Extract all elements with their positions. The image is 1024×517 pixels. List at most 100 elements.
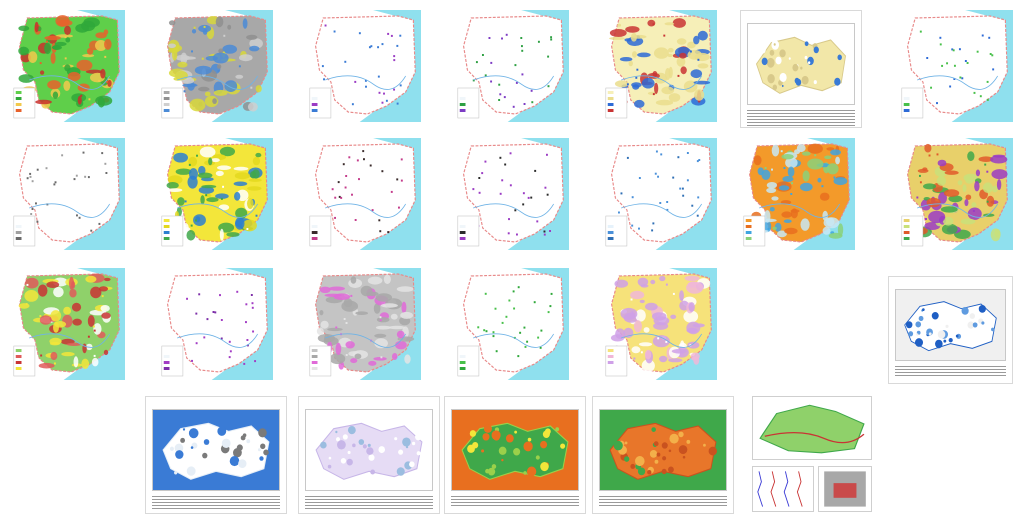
map-thumbnail-yellow-blue-landcover[interactable]	[158, 138, 273, 250]
map-thumbnail-blue-outline[interactable]	[602, 138, 717, 250]
mini-thumbnail-green-map[interactable]	[752, 396, 872, 460]
report-map-patch	[916, 333, 919, 336]
map-point	[791, 182, 793, 185]
map-patch	[101, 312, 111, 319]
map-point	[672, 292, 675, 295]
map-point	[936, 153, 939, 156]
map-patch	[772, 226, 777, 230]
map-patch	[644, 349, 652, 360]
report-thumbnail-outline-lines[interactable]	[145, 396, 287, 514]
map-thumbnail-sparse-points-purple[interactable]	[306, 10, 421, 122]
report-map-patch	[807, 56, 814, 66]
region-map	[743, 138, 855, 250]
report-map-patch	[169, 446, 174, 451]
report-map-patch	[411, 441, 416, 446]
map-point	[972, 210, 975, 212]
map-thumbnail-green-outline-points[interactable]	[454, 268, 569, 380]
map-point	[229, 350, 232, 353]
photo-sample-mark	[833, 483, 857, 498]
report-map-patch	[678, 445, 688, 455]
map-patch	[824, 155, 832, 160]
report-map-patch	[523, 471, 527, 475]
map-thumbnail-yellow-pink-zones[interactable]	[602, 268, 717, 380]
map-thumbnail-gray-admin[interactable]	[158, 10, 273, 122]
legend-swatch	[459, 109, 466, 112]
map-point	[677, 156, 680, 159]
report-map-patch	[327, 464, 332, 469]
legend-swatch	[163, 355, 170, 358]
map-point	[531, 101, 534, 104]
map-point	[73, 178, 76, 181]
river-line	[621, 75, 702, 90]
map-patch	[250, 171, 256, 179]
report-map-patch	[514, 430, 518, 434]
map-patch	[687, 341, 700, 349]
map-thumbnail-sparse-points-gray[interactable]	[10, 138, 125, 250]
report-map-patch	[935, 341, 943, 349]
map-thumbnail-hillshade-gray[interactable]	[306, 268, 421, 380]
map-thumbnail-purple-points[interactable]	[158, 268, 273, 380]
map-patch	[960, 218, 976, 225]
map-patch	[238, 54, 253, 62]
map-point	[652, 222, 655, 225]
legend-swatch	[163, 367, 170, 370]
report-map-patch	[370, 469, 376, 475]
map-patch	[373, 357, 387, 361]
caption-line	[305, 496, 433, 497]
report-thumbnail-lavender-lake[interactable]	[298, 396, 440, 514]
map-patch	[25, 277, 39, 289]
report-map-patch	[651, 427, 656, 432]
map-patch	[686, 281, 704, 294]
map-point	[351, 103, 354, 106]
map-point	[501, 321, 504, 324]
map-thumbnail-green-red-mosaic[interactable]	[10, 268, 125, 380]
mini-thumbnail-photo-sample[interactable]	[818, 466, 872, 512]
map-point	[949, 85, 952, 88]
report-map-patch	[396, 467, 405, 476]
map-thumbnail-green-red-relief[interactable]	[10, 10, 125, 122]
map-point	[223, 34, 226, 37]
map-patch	[95, 32, 107, 39]
map-patch	[784, 227, 798, 235]
map-point	[228, 356, 231, 359]
report-map	[152, 409, 280, 491]
report-thumbnail-green-yellow-suitability[interactable]	[444, 396, 586, 514]
map-point	[503, 96, 506, 99]
sea-area	[507, 10, 569, 122]
map-point	[517, 286, 520, 289]
mini-thumbnail-profile-charts[interactable]	[752, 466, 814, 512]
report-thumbnail-blue-patches[interactable]	[888, 276, 1013, 384]
report-map-patch	[766, 57, 775, 68]
map-point	[660, 153, 663, 156]
map-point	[26, 283, 29, 286]
region-map	[457, 138, 569, 250]
legend-swatch	[163, 237, 170, 240]
map-point	[206, 318, 209, 321]
report-thumbnail-corridor-yellow[interactable]	[740, 10, 862, 128]
map-point	[689, 50, 692, 53]
map-thumbnail-soil-mosaic[interactable]	[898, 138, 1013, 250]
map-point	[485, 330, 488, 333]
map-thumbnail-dark-points-a[interactable]	[306, 138, 421, 250]
report-map-patch	[969, 313, 976, 319]
map-point	[194, 219, 197, 222]
legend-swatch	[163, 219, 170, 222]
map-patch	[177, 197, 185, 206]
profile-line	[796, 471, 803, 507]
map-point	[390, 34, 393, 37]
map-patch	[85, 69, 103, 74]
report-map-patch	[352, 443, 356, 448]
map-thumbnail-dark-points-b[interactable]	[454, 138, 569, 250]
map-thumbnail-orange-blue-zones[interactable]	[740, 138, 855, 250]
map-point	[334, 216, 336, 219]
map-point	[652, 93, 655, 96]
report-map-patch	[775, 56, 782, 65]
map-point	[530, 89, 533, 92]
map-point	[245, 303, 248, 306]
report-thumbnail-orange-erosion[interactable]	[592, 396, 734, 514]
map-thumbnail-sparse-points-green-b[interactable]	[898, 10, 1013, 122]
map-thumbnail-yellow-coast[interactable]	[602, 10, 717, 122]
river-line	[759, 203, 840, 218]
legend-swatch	[607, 225, 614, 228]
map-thumbnail-sparse-points-green[interactable]	[454, 10, 569, 122]
